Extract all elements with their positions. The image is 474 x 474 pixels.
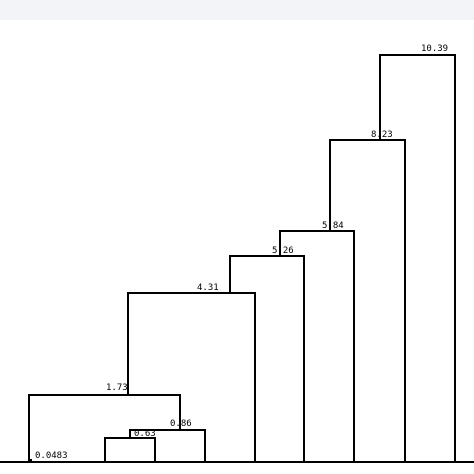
node-10-39: 10.39 — [379, 44, 456, 462]
node-5-84: 5.84 — [279, 221, 355, 462]
node-5-84-label: 5.84 — [322, 221, 344, 231]
node-1-73-branch — [28, 394, 181, 462]
node-0-0483: 0.0483 — [28, 451, 68, 462]
node-5-26: 5.26 — [229, 246, 305, 462]
node-5-26-label: 5.26 — [272, 246, 294, 256]
node-0-0483-label: 0.0483 — [35, 451, 68, 461]
node-5-26-branch — [229, 255, 305, 462]
node-0-63-label: 0.63 — [134, 429, 156, 439]
node-5-84-branch — [279, 230, 355, 462]
node-8-23: 8.23 — [329, 130, 406, 462]
node-10-39-branch — [379, 54, 456, 462]
node-4-31: 4.31 — [127, 283, 256, 462]
node-1-73: 1.73 — [28, 383, 181, 462]
node-4-31-branch — [127, 292, 256, 462]
top-strip — [0, 0, 474, 20]
node-0-86-branch — [129, 429, 206, 462]
node-10-39-label: 10.39 — [421, 44, 448, 54]
node-1-73-label: 1.73 — [106, 383, 128, 393]
node-0-86: 0.86 — [129, 419, 206, 462]
node-8-23-label: 8.23 — [371, 130, 393, 140]
node-0-63-branch — [104, 437, 156, 462]
node-8-23-branch — [329, 139, 406, 462]
node-4-31-label: 4.31 — [197, 283, 219, 293]
